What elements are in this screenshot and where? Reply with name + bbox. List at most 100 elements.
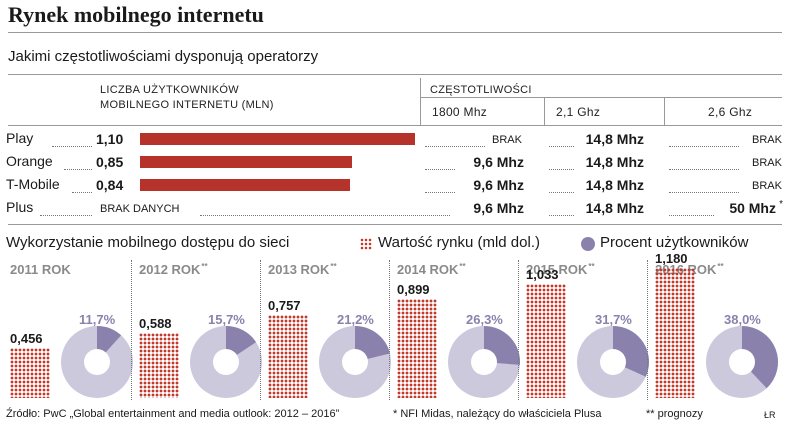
leader-dots bbox=[72, 192, 92, 193]
year-label: 2014 ROK** bbox=[397, 262, 466, 277]
col-divider-1 bbox=[420, 78, 421, 126]
leader-dots bbox=[549, 192, 574, 193]
freq-21-value: 14,8 Mhz bbox=[585, 200, 644, 216]
freq-26-value: BRAK bbox=[752, 134, 782, 146]
year-label: 2012 ROK** bbox=[139, 262, 208, 277]
year-label: 2011 ROK bbox=[10, 262, 71, 277]
year-mark: ** bbox=[459, 262, 466, 271]
freq-col-26: 2,6 Ghz bbox=[708, 105, 753, 119]
chart-title: Rynek mobilnego internetu bbox=[8, 2, 264, 27]
market-value-label: 0,588 bbox=[139, 316, 172, 331]
market-value-dots bbox=[655, 268, 695, 398]
donut-hole bbox=[471, 349, 497, 375]
leader-dots bbox=[549, 169, 574, 170]
donut-background bbox=[61, 326, 133, 398]
source-note: Źródło: PwC „Global entertainment and me… bbox=[6, 408, 340, 420]
col-divider-3 bbox=[664, 97, 665, 126]
user-share-label: 31,7% bbox=[595, 312, 632, 327]
panel-separator bbox=[389, 260, 390, 400]
leader-dots bbox=[549, 146, 574, 147]
title-rule bbox=[8, 32, 782, 33]
year-mark: ** bbox=[588, 262, 595, 271]
users-value: 0,85 bbox=[96, 154, 124, 170]
footnote-mark: * bbox=[779, 199, 783, 210]
freq-col-21: 2,1 Ghz bbox=[556, 105, 601, 119]
users-bar bbox=[140, 156, 352, 168]
credit: ŁR bbox=[764, 410, 776, 420]
users-header-line1: LICZBA UŻYTKOWNIKÓW bbox=[100, 84, 239, 96]
users-header-line2: MOBILNEGO INTERNETU (MLN) bbox=[100, 99, 274, 111]
market-value-dots bbox=[139, 333, 179, 398]
market-value-label: 1,180 bbox=[655, 251, 688, 266]
donut-hole bbox=[213, 349, 239, 375]
freq-1800-value: 9,6 Mhz bbox=[473, 177, 524, 193]
operator-name: T-Mobile bbox=[6, 176, 60, 192]
users-bar bbox=[140, 179, 350, 191]
market-value-label: 0,456 bbox=[10, 331, 43, 346]
section2-title: Wykorzystanie mobilnego dostępu do sieci bbox=[6, 234, 290, 251]
year-mark: ** bbox=[330, 262, 337, 271]
donut-hole bbox=[600, 349, 626, 375]
table-bottom-rule bbox=[8, 224, 782, 225]
market-value-dots bbox=[10, 348, 50, 398]
user-share-label: 15,7% bbox=[208, 312, 245, 327]
freq-26-value: 50 Mhz bbox=[729, 200, 776, 216]
leader-dots bbox=[425, 169, 455, 170]
market-value-label: 0,899 bbox=[397, 282, 430, 297]
leader-dots bbox=[669, 146, 739, 147]
user-share-label: 21,2% bbox=[337, 312, 374, 327]
donut-slice-users bbox=[484, 326, 520, 365]
donut-background bbox=[448, 326, 520, 398]
freq-1800-value: 9,6 Mhz bbox=[473, 200, 524, 216]
footnote-1: * NFI Midas, należący do właściciela Plu… bbox=[393, 408, 602, 420]
freq-21-value: 14,8 Mhz bbox=[585, 154, 644, 170]
panel-separator bbox=[260, 260, 261, 400]
market-value-dots bbox=[268, 315, 308, 398]
panel-separator bbox=[518, 260, 519, 400]
freq-26-value: BRAK bbox=[752, 180, 782, 192]
legend-market-label: Wartość rynku (mld dol.) bbox=[378, 234, 540, 251]
freq-21-value: 14,8 Mhz bbox=[585, 177, 644, 193]
user-share-label: 38,0% bbox=[724, 312, 761, 327]
subtitle-rule bbox=[8, 74, 782, 75]
leader-dots bbox=[549, 215, 574, 216]
freq-26-value: BRAK bbox=[752, 157, 782, 169]
donut-slice-users bbox=[226, 326, 257, 362]
donut-slice-users bbox=[355, 326, 390, 362]
users-no-data: BRAK DANYCH bbox=[100, 203, 180, 215]
market-value-dots bbox=[526, 284, 566, 398]
footnote-2: ** prognozy bbox=[646, 408, 703, 420]
chart-subtitle: Jakimi częstotliwościami dysponują opera… bbox=[8, 48, 319, 65]
leader-dots bbox=[669, 169, 739, 170]
freq-col-1800: 1800 Mhz bbox=[432, 105, 488, 119]
panel-separator bbox=[131, 260, 132, 400]
year-mark: ** bbox=[201, 262, 208, 271]
donut-background bbox=[706, 326, 778, 398]
table-header-bottom-rule bbox=[8, 125, 782, 126]
users-value: 1,10 bbox=[96, 131, 124, 147]
operator-name: Orange bbox=[6, 153, 53, 169]
operator-name: Plus bbox=[6, 199, 34, 215]
donut-slice-users bbox=[97, 326, 122, 362]
users-bar bbox=[140, 133, 415, 145]
leader-dots bbox=[425, 146, 485, 147]
year-label: 2013 ROK** bbox=[268, 262, 337, 277]
market-value-label: 0,757 bbox=[268, 298, 301, 313]
legend-users-swatch bbox=[581, 237, 595, 251]
year-mark: ** bbox=[717, 262, 724, 271]
freq-1800-value: BRAK bbox=[492, 134, 522, 146]
leader-dots bbox=[52, 146, 92, 147]
donut-slice-users bbox=[613, 326, 649, 377]
operator-name: Play bbox=[6, 130, 34, 146]
donut-hole bbox=[342, 349, 368, 375]
user-share-label: 26,3% bbox=[466, 312, 503, 327]
year-label: 2015 ROK** bbox=[526, 262, 595, 277]
donut-slice-users bbox=[742, 326, 779, 389]
leader-dots bbox=[64, 169, 92, 170]
legend-market-swatch bbox=[360, 238, 372, 250]
market-value-label: 1,033 bbox=[526, 267, 559, 282]
market-value-dots bbox=[397, 299, 437, 398]
leader-dots bbox=[669, 215, 714, 216]
panel-separator bbox=[647, 260, 648, 400]
leader-dots bbox=[425, 192, 455, 193]
